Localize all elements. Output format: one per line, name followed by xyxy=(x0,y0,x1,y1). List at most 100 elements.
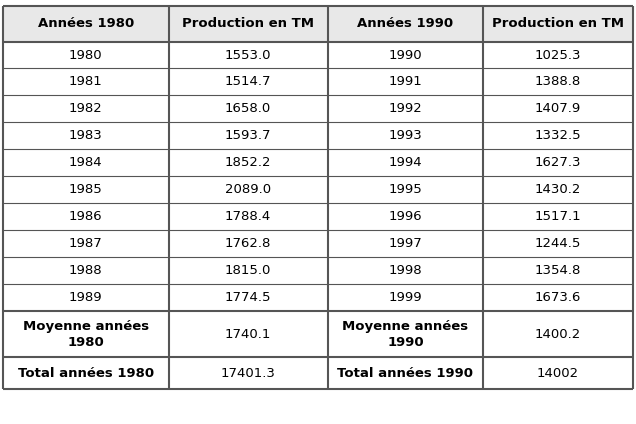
Bar xyxy=(483,176,633,203)
Bar xyxy=(3,123,169,149)
Bar xyxy=(169,257,328,284)
Bar xyxy=(3,149,169,176)
Bar xyxy=(169,6,328,42)
Bar xyxy=(483,284,633,311)
Bar xyxy=(483,123,633,149)
Text: 1553.0: 1553.0 xyxy=(225,48,272,61)
Bar xyxy=(483,230,633,257)
Bar xyxy=(328,357,483,389)
Text: 1981: 1981 xyxy=(69,75,103,89)
Text: 1990: 1990 xyxy=(389,48,422,61)
Text: 1627.3: 1627.3 xyxy=(535,156,581,169)
Text: 1407.9: 1407.9 xyxy=(535,102,581,115)
Text: 14002: 14002 xyxy=(537,367,579,380)
Text: 1332.5: 1332.5 xyxy=(535,129,581,142)
Bar xyxy=(169,203,328,230)
Text: 1999: 1999 xyxy=(389,291,422,304)
Text: 1989: 1989 xyxy=(69,291,102,304)
Bar xyxy=(483,203,633,230)
Bar xyxy=(328,257,483,284)
Bar xyxy=(328,230,483,257)
Bar xyxy=(169,95,328,123)
Bar xyxy=(483,42,633,68)
Text: 1815.0: 1815.0 xyxy=(225,264,271,277)
Text: 1388.8: 1388.8 xyxy=(535,75,581,89)
Bar xyxy=(3,6,169,42)
Bar xyxy=(3,311,169,357)
Text: 1430.2: 1430.2 xyxy=(535,183,581,196)
Text: 1514.7: 1514.7 xyxy=(225,75,272,89)
Bar xyxy=(3,257,169,284)
Text: 1593.7: 1593.7 xyxy=(225,129,272,142)
Text: 1517.1: 1517.1 xyxy=(535,210,581,223)
Bar xyxy=(483,257,633,284)
Bar xyxy=(328,95,483,123)
Bar xyxy=(169,176,328,203)
Text: 1984: 1984 xyxy=(69,156,102,169)
Text: Total années 1990: Total années 1990 xyxy=(338,367,473,380)
Bar xyxy=(328,284,483,311)
Text: 1998: 1998 xyxy=(389,264,422,277)
Text: 1986: 1986 xyxy=(69,210,102,223)
Bar xyxy=(328,123,483,149)
Bar xyxy=(483,6,633,42)
Bar xyxy=(3,230,169,257)
Text: 1025.3: 1025.3 xyxy=(535,48,581,61)
Bar xyxy=(169,123,328,149)
Bar xyxy=(169,311,328,357)
Bar xyxy=(328,6,483,42)
Bar xyxy=(3,284,169,311)
Bar xyxy=(3,68,169,95)
Bar xyxy=(483,68,633,95)
Text: 1673.6: 1673.6 xyxy=(535,291,581,304)
Text: Moyenne années
1990: Moyenne années 1990 xyxy=(342,320,469,349)
Text: 1852.2: 1852.2 xyxy=(225,156,272,169)
Bar xyxy=(169,149,328,176)
Text: 1980: 1980 xyxy=(69,48,102,61)
Text: Production en TM: Production en TM xyxy=(182,17,314,31)
Text: 1994: 1994 xyxy=(389,156,422,169)
Text: 1985: 1985 xyxy=(69,183,103,196)
Bar xyxy=(328,42,483,68)
Bar xyxy=(3,357,169,389)
Bar xyxy=(3,95,169,123)
Bar xyxy=(3,176,169,203)
Text: 1762.8: 1762.8 xyxy=(225,237,271,250)
Text: 1991: 1991 xyxy=(389,75,422,89)
Text: 1982: 1982 xyxy=(69,102,103,115)
Bar xyxy=(3,203,169,230)
Bar xyxy=(328,203,483,230)
Bar xyxy=(328,176,483,203)
Text: Production en TM: Production en TM xyxy=(492,17,624,31)
Bar xyxy=(169,42,328,68)
Bar xyxy=(328,311,483,357)
Text: 1995: 1995 xyxy=(389,183,422,196)
Text: 1983: 1983 xyxy=(69,129,103,142)
Text: 1997: 1997 xyxy=(389,237,422,250)
Text: 2089.0: 2089.0 xyxy=(225,183,271,196)
Bar xyxy=(483,357,633,389)
Text: 1400.2: 1400.2 xyxy=(535,328,581,340)
Bar xyxy=(3,42,169,68)
Text: 1244.5: 1244.5 xyxy=(535,237,581,250)
Text: 1774.5: 1774.5 xyxy=(225,291,272,304)
Text: 17401.3: 17401.3 xyxy=(221,367,275,380)
Text: 1987: 1987 xyxy=(69,237,103,250)
Text: 1354.8: 1354.8 xyxy=(535,264,581,277)
Bar xyxy=(169,68,328,95)
Bar xyxy=(169,230,328,257)
Bar xyxy=(483,95,633,123)
Text: 1740.1: 1740.1 xyxy=(225,328,271,340)
Text: Total années 1980: Total années 1980 xyxy=(18,367,154,380)
Text: Moyenne années
1980: Moyenne années 1980 xyxy=(23,320,149,349)
Text: 1988: 1988 xyxy=(69,264,102,277)
Text: 1993: 1993 xyxy=(389,129,422,142)
Bar xyxy=(483,149,633,176)
Bar xyxy=(328,149,483,176)
Text: Années 1980: Années 1980 xyxy=(38,17,134,31)
Text: 1788.4: 1788.4 xyxy=(225,210,271,223)
Bar xyxy=(483,311,633,357)
Text: Années 1990: Années 1990 xyxy=(357,17,453,31)
Bar xyxy=(328,68,483,95)
Text: 1658.0: 1658.0 xyxy=(225,102,271,115)
